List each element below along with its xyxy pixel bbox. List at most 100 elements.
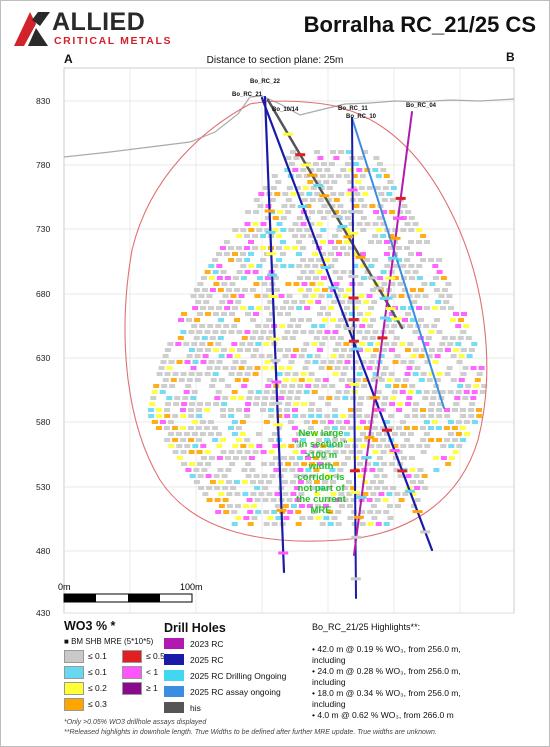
block-cell [254, 294, 261, 298]
block-cell [405, 312, 411, 316]
block-cell [420, 408, 426, 412]
block-cell [366, 366, 373, 370]
block-cell [355, 300, 362, 304]
block-cell [282, 354, 289, 358]
block-cell [428, 258, 435, 262]
block-cell [333, 198, 340, 202]
block-cell [316, 438, 323, 442]
block-cell [234, 378, 241, 382]
block-cell [432, 360, 439, 364]
block-cell [310, 486, 317, 490]
block-cell [249, 468, 256, 472]
block-cell [409, 480, 416, 484]
block-cell [370, 354, 377, 358]
block-cell [331, 180, 338, 184]
block-cell [296, 228, 303, 232]
block-cell [286, 294, 293, 298]
block-cell [212, 372, 219, 376]
block-cell [305, 288, 312, 292]
block-cell [311, 432, 318, 436]
block-cell [272, 444, 279, 448]
block-cell [332, 246, 338, 250]
block-cell [465, 336, 472, 340]
block-cell [248, 306, 255, 310]
drill-hole-label: 2023 RC [190, 639, 224, 649]
assay-tick [301, 163, 312, 167]
highlight-line: including [312, 677, 346, 687]
block-cell [443, 426, 450, 430]
block-cell [186, 354, 193, 358]
block-cell [205, 312, 211, 316]
distance-note: Distance to section plane: 25m [206, 55, 344, 66]
block-cell [228, 246, 234, 250]
block-cell [335, 174, 342, 178]
block-cell [260, 258, 267, 262]
block-cell [300, 348, 307, 352]
grade-label: ≤ 0.2 [88, 683, 107, 693]
block-cell [336, 360, 343, 364]
block-cell [323, 516, 330, 520]
block-cell [479, 390, 486, 394]
block-cell [314, 354, 321, 358]
block-cell [383, 432, 390, 436]
block-cell [280, 456, 287, 460]
block-cell [473, 384, 480, 388]
block-cell [394, 354, 401, 358]
block-cell [172, 438, 179, 442]
block-cell [292, 450, 299, 454]
block-cell [216, 264, 223, 268]
block-cell [383, 324, 390, 328]
block-cell [296, 456, 303, 460]
annotation-line: width [308, 461, 334, 472]
block-cell [345, 288, 352, 292]
block-cell [254, 486, 261, 490]
block-cell [178, 318, 184, 322]
block-cell [206, 498, 213, 502]
block-cell [306, 504, 313, 508]
block-cell [300, 234, 307, 238]
block-cell [386, 492, 393, 496]
block-cell [376, 444, 383, 448]
block-cell [458, 318, 464, 322]
block-cell [167, 342, 174, 346]
block-cell [228, 330, 235, 334]
block-cell [359, 420, 366, 424]
grade-swatch [64, 650, 84, 663]
block-cell [233, 288, 240, 292]
block-cell [332, 258, 339, 262]
block-cell [292, 168, 299, 172]
block-cell [208, 306, 215, 310]
block-cell [284, 246, 290, 250]
block-cell [429, 282, 436, 286]
block-cell [342, 498, 349, 502]
block-cell [366, 396, 373, 400]
block-cell [324, 330, 331, 334]
elevation-label: 680 [36, 289, 50, 299]
block-cell [391, 342, 398, 346]
block-cell [440, 276, 447, 280]
block-cell [220, 408, 226, 412]
block-cell [265, 336, 272, 340]
block-cell [253, 474, 260, 478]
assay-tick [270, 359, 281, 363]
block-cell [352, 162, 359, 166]
block-cell [388, 330, 395, 334]
block-cell [205, 462, 212, 466]
block-cell [171, 426, 178, 430]
block-cell [329, 204, 336, 208]
block-cell [213, 312, 219, 316]
block-cell [164, 408, 170, 412]
block-cell [291, 300, 298, 304]
block-cell [192, 306, 199, 310]
block-cell [382, 294, 389, 298]
block-cell [236, 258, 243, 262]
block-cell [231, 324, 238, 328]
block-cell [197, 462, 204, 466]
footnote: **Released highlights in downhole length… [64, 729, 437, 736]
block-cell [359, 510, 366, 514]
hole-label-rc10: Bo_RC_10 [346, 114, 377, 120]
block-cell [320, 444, 327, 448]
block-cell [293, 462, 300, 466]
block-cell [420, 414, 427, 418]
block-cell [411, 426, 418, 430]
